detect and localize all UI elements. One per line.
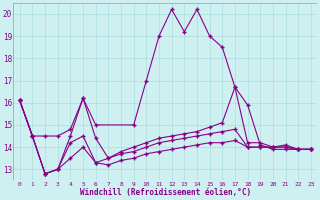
X-axis label: Windchill (Refroidissement éolien,°C): Windchill (Refroidissement éolien,°C) — [80, 188, 251, 197]
